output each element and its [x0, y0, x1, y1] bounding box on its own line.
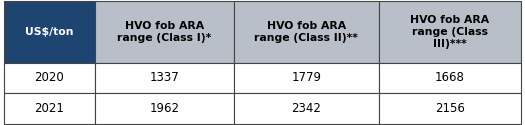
Bar — [94, 94, 234, 124]
Bar — [234, 1, 379, 62]
Text: 1779: 1779 — [291, 72, 321, 85]
Bar — [94, 62, 234, 94]
Bar — [94, 1, 234, 62]
Bar — [379, 62, 521, 94]
Text: HVO fob ARA
range (Class II)**: HVO fob ARA range (Class II)** — [255, 20, 359, 42]
Bar — [4, 94, 94, 124]
Text: 1962: 1962 — [149, 102, 180, 115]
Text: 2156: 2156 — [435, 102, 465, 115]
Text: HVO fob ARA
range (Class
III)***: HVO fob ARA range (Class III)*** — [410, 14, 489, 48]
Text: 2021: 2021 — [35, 102, 65, 115]
Text: 1668: 1668 — [435, 72, 465, 85]
Text: HVO fob ARA
range (Class I)*: HVO fob ARA range (Class I)* — [117, 20, 212, 42]
Bar — [234, 94, 379, 124]
Text: 2020: 2020 — [35, 72, 64, 85]
Bar — [379, 1, 521, 62]
Bar — [4, 1, 94, 62]
Text: 1337: 1337 — [150, 72, 179, 85]
Bar — [4, 62, 94, 94]
Bar — [234, 62, 379, 94]
Text: 2342: 2342 — [291, 102, 321, 115]
Text: US$/ton: US$/ton — [25, 27, 74, 36]
Bar — [379, 94, 521, 124]
